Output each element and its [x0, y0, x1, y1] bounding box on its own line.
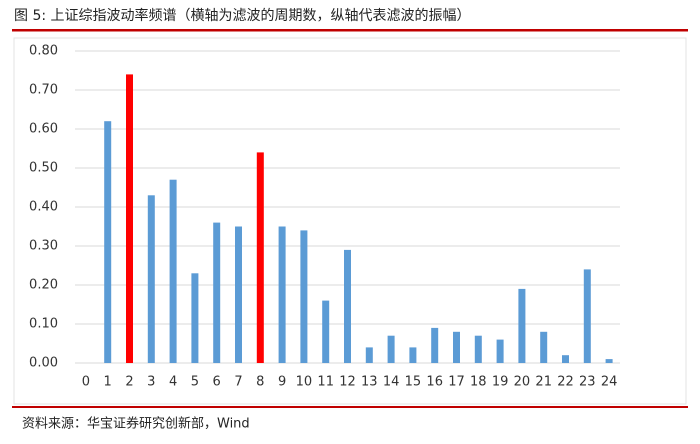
- x-tick-label: 20: [514, 375, 531, 390]
- bar: [147, 195, 155, 363]
- y-tick-label: 0.20: [29, 278, 58, 293]
- bar: [387, 335, 395, 363]
- title-rule: [12, 29, 688, 32]
- x-tick-label: 23: [579, 375, 596, 390]
- bar: [322, 300, 330, 363]
- x-tick-label: 3: [147, 375, 155, 390]
- chart-title: 图 5: 上证综指波动率频谱（横轴为滤波的周期数，纵轴代表滤波的振幅）: [14, 7, 471, 24]
- x-tick-label: 19: [492, 375, 509, 390]
- bar: [104, 121, 112, 363]
- bar: [605, 359, 613, 363]
- x-tick-label: 15: [405, 375, 422, 390]
- source-note: 资料来源：华宝证券研究创新部，Wind: [22, 416, 250, 432]
- y-tick-label: 0.40: [29, 200, 58, 215]
- y-tick-label: 0.80: [29, 44, 58, 59]
- y-tick-label: 0.60: [29, 122, 58, 137]
- x-tick-label: 22: [557, 375, 574, 390]
- x-tick-label: 4: [169, 375, 177, 390]
- y-tick-label: 0.30: [29, 239, 58, 254]
- bar: [300, 230, 308, 363]
- bar: [256, 152, 264, 363]
- bar: [583, 269, 591, 363]
- bar: [235, 226, 242, 363]
- x-tick-label: 1: [104, 375, 112, 390]
- bar: [365, 347, 373, 363]
- bar: [344, 249, 351, 363]
- bar: [431, 327, 439, 363]
- y-tick-label: 0.70: [29, 83, 58, 98]
- y-tick-label: 0.00: [29, 356, 58, 371]
- bar: [496, 339, 504, 363]
- bar: [213, 222, 221, 363]
- x-tick-label: 6: [213, 375, 221, 390]
- x-tick-label: 10: [296, 375, 313, 390]
- x-tick-label: 12: [339, 375, 356, 390]
- x-tick-label: 0: [82, 375, 90, 390]
- bar: [169, 179, 177, 363]
- bar: [453, 331, 460, 363]
- bar: [540, 331, 548, 363]
- x-tick-label: 24: [601, 375, 618, 390]
- x-tick-label: 21: [535, 375, 552, 390]
- bar: [278, 226, 286, 363]
- x-tick-label: 17: [448, 375, 465, 390]
- x-tick-label: 14: [383, 375, 400, 390]
- bar: [474, 335, 482, 363]
- bar: [518, 288, 526, 363]
- source-rule: [12, 406, 688, 408]
- x-tick-label: 8: [256, 375, 264, 390]
- x-tick-label: 7: [234, 375, 242, 390]
- x-tick-label: 5: [191, 375, 199, 390]
- bar: [126, 74, 133, 364]
- y-tick-label: 0.50: [29, 161, 58, 176]
- bar: [191, 273, 199, 363]
- bar: [409, 347, 417, 363]
- bar: [562, 355, 569, 363]
- x-tick-label: 9: [278, 375, 286, 390]
- y-tick-label: 0.10: [29, 317, 58, 332]
- x-tick-label: 13: [361, 375, 378, 390]
- x-tick-label: 18: [470, 375, 487, 390]
- x-tick-label: 2: [125, 375, 133, 390]
- x-tick-label: 16: [426, 375, 443, 390]
- chart-frame: [13, 37, 687, 405]
- x-tick-label: 11: [317, 375, 334, 390]
